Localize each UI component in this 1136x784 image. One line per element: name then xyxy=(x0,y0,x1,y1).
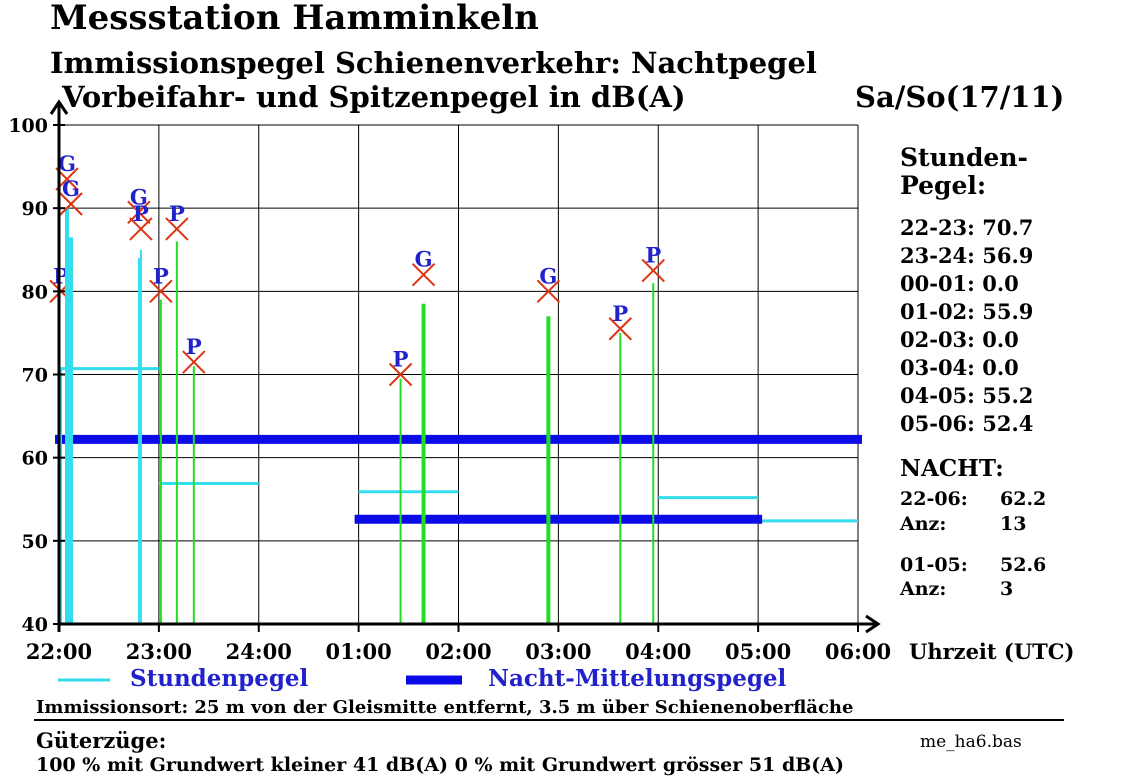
event-marker xyxy=(641,258,665,283)
y-tick-label: 100 xyxy=(8,115,48,137)
night-count-label: Anz: xyxy=(900,513,947,535)
x-tick-label: 02:00 xyxy=(425,639,491,664)
night-label: NACHT: xyxy=(900,455,1004,482)
x-axis-label: Uhrzeit (UTC) xyxy=(909,639,1074,664)
y-tick-label: 60 xyxy=(22,448,48,470)
hourly-row-value: 0.0 xyxy=(982,327,1019,352)
x-tick-label: 22:00 xyxy=(26,639,92,664)
hourly-row: 03-04: 0.0 xyxy=(900,355,1019,380)
event-marker xyxy=(165,217,189,241)
event-label: P xyxy=(393,347,409,372)
legend-mittelungspegel-label: Nacht-Mittelungspegel xyxy=(488,665,787,692)
hourly-row-value: 55.9 xyxy=(982,299,1034,324)
sub-count-label: Anz: xyxy=(900,578,947,600)
file-name: me_ha6.bas xyxy=(920,732,1022,752)
x-tick-label: 04:00 xyxy=(625,639,691,664)
measurement-location: Immissionsort: 25 m von der Gleismitte e… xyxy=(36,697,854,718)
hourly-row-value: 70.7 xyxy=(982,215,1034,240)
event-label: G xyxy=(62,176,80,201)
station-title: Messstation Hamminkeln xyxy=(50,0,539,38)
night-range: 22-06: xyxy=(900,488,968,510)
hourly-row-hour: 03-04: xyxy=(900,355,975,380)
hourly-row-hour: 05-06: xyxy=(900,411,975,436)
event-marker xyxy=(608,317,633,341)
event-marker xyxy=(411,262,436,287)
date-label: Sa/So(17/11) xyxy=(855,80,1065,114)
event-label: P xyxy=(153,263,169,288)
hourly-row-value: 52.4 xyxy=(982,411,1034,436)
hourly-panel-heading: Stunden- Pegel: xyxy=(900,144,1028,200)
hourly-row: 22-23: 70.7 xyxy=(900,215,1033,240)
y-tick-label: 40 xyxy=(22,614,48,636)
x-tick-label: 24:00 xyxy=(226,639,292,664)
event-marker xyxy=(129,217,153,241)
hourly-row: 00-01: 0.0 xyxy=(900,271,1019,296)
chart-subtitle: Immissionspegel Schienenverkehr: Nachtpe… xyxy=(50,46,817,80)
hourly-row-hour: 00-01: xyxy=(900,271,975,296)
x-tick-label: 03:00 xyxy=(525,639,591,664)
legend-stundenpegel-label: Stundenpegel xyxy=(130,665,309,692)
event-label: G xyxy=(539,263,557,288)
event-label: P xyxy=(169,201,185,226)
freight-stats: 100 % mit Grundwert kleiner 41 dB(A) 0 %… xyxy=(36,754,845,776)
hourly-row-value: 55.2 xyxy=(982,383,1034,408)
footer-divider xyxy=(34,719,1064,721)
event-label: P xyxy=(133,201,149,226)
event-label: G xyxy=(415,247,433,272)
y-axis-arrow xyxy=(49,99,69,115)
night-count: 13 xyxy=(1000,513,1027,535)
hourly-row: 01-02: 55.9 xyxy=(900,299,1033,324)
event-marker xyxy=(59,192,83,216)
x-tick-label: 06:00 xyxy=(825,639,891,664)
sub-range: 01-05: xyxy=(900,554,968,576)
panel-heading-line: Pegel: xyxy=(900,171,987,200)
chart-subtitle-units: Vorbeifahr- und Spitzenpegel in dB(A) xyxy=(62,80,686,114)
y-tick-label: 90 xyxy=(22,198,48,220)
hourly-row-hour: 23-24: xyxy=(900,243,975,268)
event-label: P xyxy=(612,301,628,326)
x-tick-label: 05:00 xyxy=(725,639,791,664)
y-tick-label: 80 xyxy=(22,281,48,303)
chart-axes xyxy=(49,99,881,634)
hourly-row: 23-24: 56.9 xyxy=(900,243,1033,268)
hourly-row: 04-05: 55.2 xyxy=(900,383,1033,408)
hourly-row: 05-06: 52.4 xyxy=(900,411,1033,436)
sub-value: 52.6 xyxy=(1000,554,1047,576)
sub-count: 3 xyxy=(1000,578,1014,600)
event-marker xyxy=(536,279,561,304)
event-marker xyxy=(149,279,173,304)
freight-label: Güterzüge: xyxy=(36,728,167,753)
event-marker xyxy=(388,362,413,387)
chart-grid xyxy=(59,124,859,624)
y-tick-label: 70 xyxy=(22,365,48,387)
event-label: G xyxy=(130,184,148,209)
tick-labels: 40 50 60 70 80 90 100 22:00 23:00 24:00 01:00 02:00… xyxy=(8,115,891,664)
event-label: P xyxy=(186,334,202,359)
x-axis-arrow xyxy=(865,614,881,634)
hourly-row-value: 0.0 xyxy=(982,355,1019,380)
event-marker xyxy=(182,350,206,374)
night-value: 62.2 xyxy=(1000,488,1047,510)
hourly-row-hour: 22-23: xyxy=(900,215,975,240)
event-label: P xyxy=(645,243,661,268)
hourly-row-hour: 01-02: xyxy=(900,299,975,324)
hourly-row-value: 0.0 xyxy=(982,271,1019,296)
hourly-row-value: 56.9 xyxy=(982,243,1034,268)
hourly-row-hour: 04-05: xyxy=(900,383,975,408)
hourly-row: 02-03: 0.0 xyxy=(900,327,1019,352)
hourly-row-hour: 02-03: xyxy=(900,327,975,352)
x-tick-label: 23:00 xyxy=(126,639,192,664)
panel-heading-line: Stunden- xyxy=(900,143,1028,172)
y-tick-label: 50 xyxy=(22,531,48,553)
hourly-level-lines xyxy=(59,367,858,523)
x-tick-label: 01:00 xyxy=(326,639,392,664)
event-label: G xyxy=(58,151,76,176)
